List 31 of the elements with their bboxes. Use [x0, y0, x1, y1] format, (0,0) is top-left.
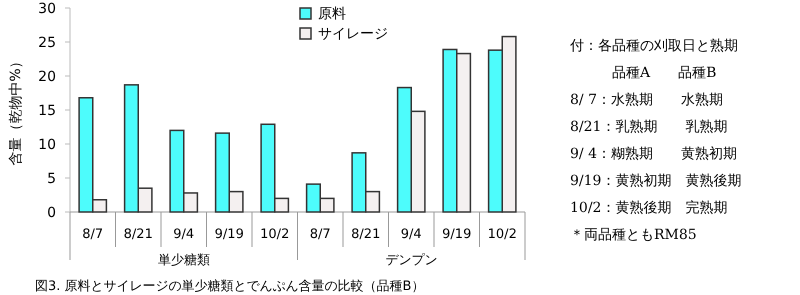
y-axis-title: 含量（乾物中%） [8, 54, 24, 166]
x-tick-label: 10/2 [488, 227, 517, 242]
y-tick-label: 25 [38, 35, 56, 51]
y-tick-label: 10 [38, 137, 56, 153]
text: 9/19：黄熟初期 黄熟後期 [570, 173, 742, 189]
text: 単少糖類 [158, 253, 210, 268]
text: 8/ 7：水熟期 水熟期 [570, 92, 723, 108]
x-tick-label: 9/19 [442, 227, 472, 242]
legend-label: サイレージ [318, 26, 388, 42]
legend-label: 原料 [318, 6, 346, 22]
text: ＊両品種ともRM85 [570, 227, 697, 243]
y-tick-label: 0 [47, 205, 56, 221]
x-tick-label: 8/21 [351, 227, 380, 242]
text: 図3. 原料とサイレージの単少糖類とでんぷん含量の比較（品種B） [35, 279, 424, 294]
x-tick-label: 9/4 [173, 227, 194, 242]
text: 品種A 品種B [570, 65, 716, 81]
text: 9/ 4：糊熟期 黄熟初期 [570, 146, 737, 162]
x-tick-label: 9/4 [400, 227, 422, 242]
text: 8/21：乳熟期 乳熟期 [570, 119, 728, 135]
x-tick-label: 8/7 [82, 227, 104, 242]
text: 付：各品種の刈取日と熟期 [569, 38, 738, 54]
y-tick-label: 30 [38, 1, 56, 17]
text: 10/2：黄熟後期 完熟期 [570, 200, 728, 216]
y-tick-label: 5 [47, 171, 56, 187]
y-tick-label: 15 [38, 103, 56, 119]
y-tick-label: 20 [38, 69, 56, 85]
x-tick-label: 8/7 [310, 227, 331, 242]
x-tick-label: 9/19 [214, 227, 244, 242]
x-tick-label: 8/21 [124, 227, 153, 242]
text: デンプン [385, 253, 438, 268]
x-tick-label: 10/2 [260, 227, 290, 242]
